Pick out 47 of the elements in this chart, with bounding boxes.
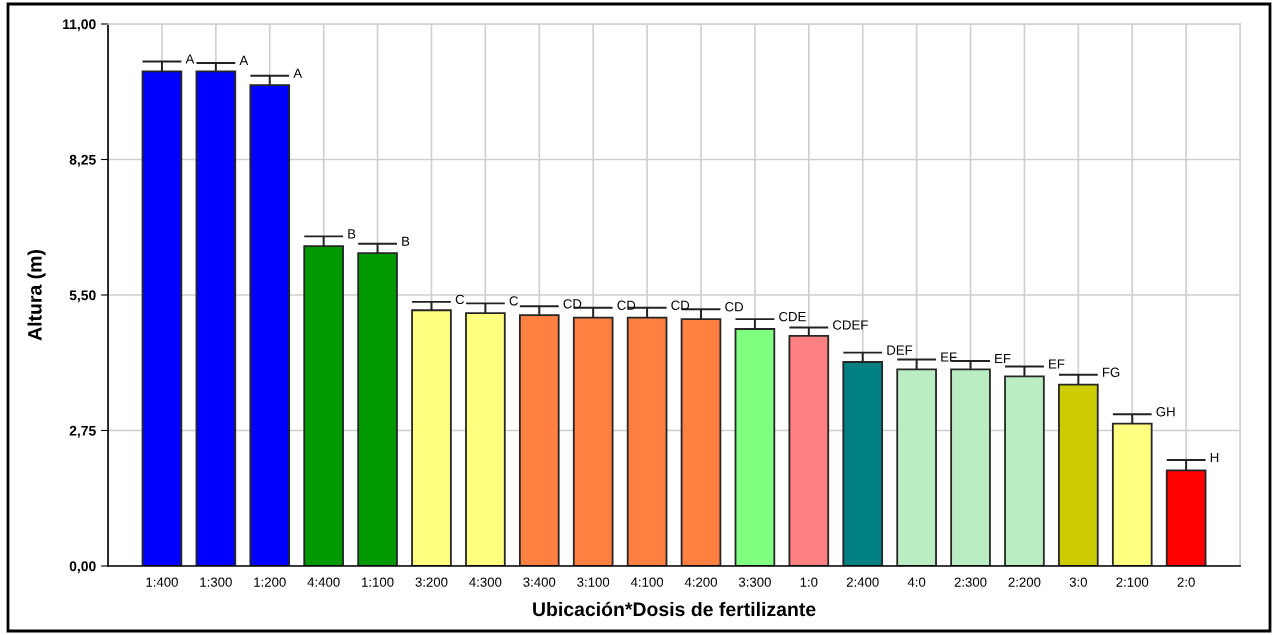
y-tick-label: 5,50 (69, 290, 96, 303)
annotation: CD (671, 300, 690, 310)
x-tick-label: 3:100 (577, 577, 610, 587)
x-tick-label: 2:200 (1008, 577, 1041, 587)
annotation: CDEF (833, 320, 868, 330)
annotation: A (293, 68, 303, 78)
x-tick-label: 4:100 (630, 577, 664, 587)
annotation: EF (1049, 359, 1065, 369)
x-tick-label: 2:100 (1116, 577, 1149, 587)
x-tick-label: 4:200 (684, 577, 717, 587)
x-tick-label: 4:400 (307, 577, 340, 587)
annotation: CDE (779, 311, 806, 322)
x-tick-label: 3:400 (523, 577, 556, 587)
annotation: B (348, 229, 356, 239)
x-tick-label: 4:300 (469, 577, 502, 587)
annotation: CD (617, 300, 636, 310)
x-tick-label: 3:0 (1069, 577, 1087, 587)
x-tick-label: 1:300 (200, 577, 232, 587)
annotation: CD (563, 299, 582, 309)
annotation: GH (1156, 407, 1175, 417)
annotation: FG (1103, 367, 1120, 377)
y-axis-title: Altura (m) (27, 250, 46, 341)
x-tick-label: 2:0 (1177, 577, 1195, 587)
annotation: EF (995, 353, 1011, 364)
annotation: DEF (887, 345, 913, 355)
x-tick-label: 4:0 (907, 577, 926, 587)
x-tick-label: 1:100 (362, 577, 394, 587)
x-tick-label: 2:300 (954, 577, 987, 587)
annotation: CD (725, 302, 743, 312)
annotation: H (1210, 452, 1219, 463)
x-tick-label: 3:300 (738, 577, 771, 587)
y-tick-label: 0,00 (69, 561, 96, 574)
x-tick-label: 2:400 (846, 577, 879, 587)
y-tick-label: 2,75 (69, 425, 96, 438)
x-tick-label: 1:400 (146, 577, 178, 587)
y-tick-label: 11,00 (63, 19, 96, 32)
annotation: C (455, 294, 465, 305)
y-tick-label: 8,25 (69, 154, 96, 167)
annotation: A (185, 54, 195, 64)
annotation: B (402, 236, 410, 246)
x-axis-title: Ubicación*Dosis de fertilizante (533, 601, 816, 617)
x-tick-label: 3:200 (415, 577, 448, 587)
x-tick-label: 1:200 (254, 577, 286, 587)
x-tick-label: 1:0 (800, 577, 818, 587)
annotation: A (239, 55, 249, 65)
annotation: C (509, 296, 518, 306)
annotation: EF (941, 352, 957, 362)
